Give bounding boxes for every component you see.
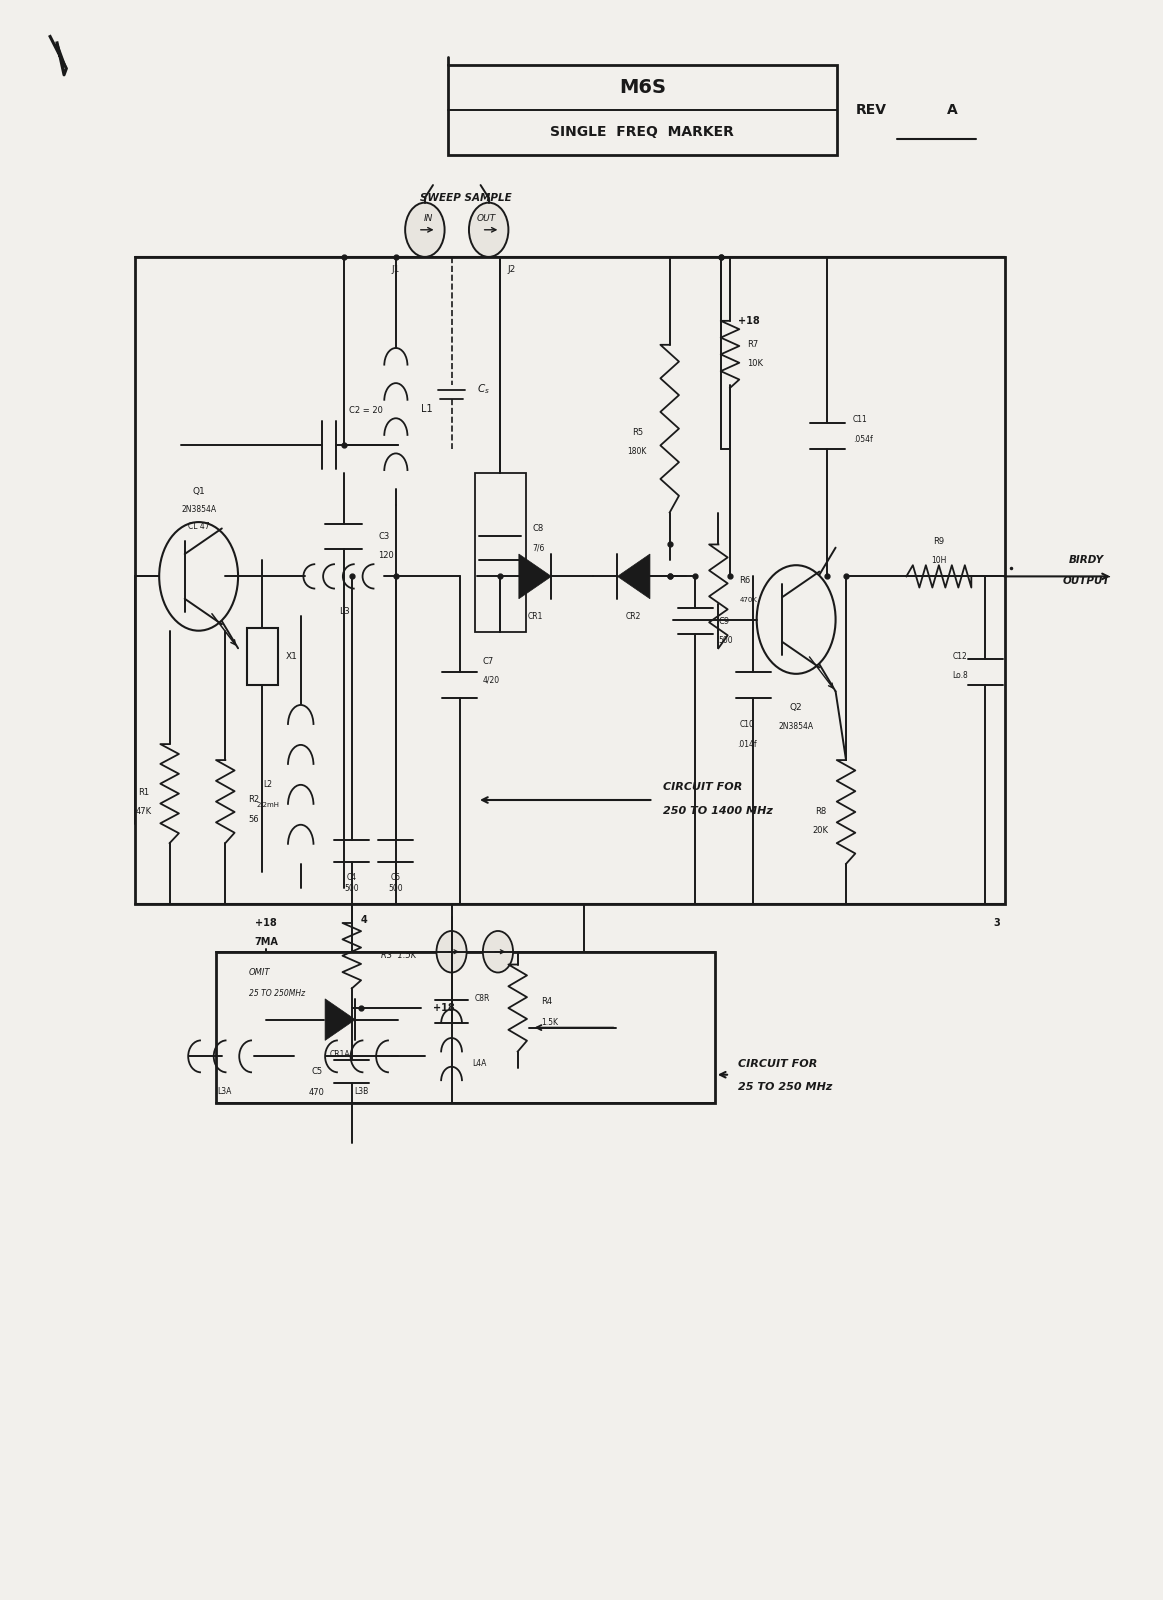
Text: 25 TO 250MHz: 25 TO 250MHz bbox=[249, 989, 305, 998]
Text: C8R: C8R bbox=[475, 994, 490, 1003]
Text: A: A bbox=[948, 102, 958, 117]
Text: L4A: L4A bbox=[472, 1059, 487, 1069]
Text: CR1A: CR1A bbox=[330, 1050, 350, 1059]
Text: +18: +18 bbox=[739, 315, 759, 326]
Text: L1: L1 bbox=[421, 403, 433, 414]
Text: OUTPUT: OUTPUT bbox=[1063, 576, 1110, 586]
Polygon shape bbox=[618, 554, 650, 598]
Text: R4: R4 bbox=[541, 997, 552, 1006]
Text: 500: 500 bbox=[719, 635, 733, 645]
Text: L2: L2 bbox=[264, 779, 273, 789]
Text: C2 = 20: C2 = 20 bbox=[349, 406, 383, 414]
Text: L3B: L3B bbox=[354, 1086, 369, 1096]
Text: REV: REV bbox=[856, 102, 887, 117]
Text: CL 47: CL 47 bbox=[187, 522, 209, 531]
Text: R7: R7 bbox=[748, 341, 758, 349]
Polygon shape bbox=[519, 554, 551, 598]
Text: R2: R2 bbox=[249, 795, 259, 805]
Text: 3: 3 bbox=[993, 918, 1000, 928]
Text: L3: L3 bbox=[340, 606, 350, 616]
Text: 470K: 470K bbox=[740, 597, 757, 603]
Circle shape bbox=[469, 203, 508, 258]
Circle shape bbox=[405, 203, 444, 258]
Bar bbox=[475, 472, 526, 632]
Text: OUT: OUT bbox=[477, 214, 495, 222]
Text: 1.5K: 1.5K bbox=[541, 1018, 558, 1027]
Text: L3A: L3A bbox=[217, 1086, 231, 1096]
Text: 2N3854A: 2N3854A bbox=[181, 506, 216, 514]
Bar bbox=[216, 952, 715, 1104]
Text: .054f: .054f bbox=[852, 435, 872, 443]
Text: 120: 120 bbox=[378, 550, 394, 560]
Text: BIRDY: BIRDY bbox=[1069, 555, 1104, 565]
Text: 10H: 10H bbox=[932, 555, 947, 565]
Text: C7: C7 bbox=[483, 656, 494, 666]
Text: Q2: Q2 bbox=[790, 702, 802, 712]
Text: M6S: M6S bbox=[619, 78, 666, 98]
Text: +18: +18 bbox=[433, 1003, 455, 1013]
Text: +18: +18 bbox=[255, 918, 277, 928]
Text: $C_s$: $C_s$ bbox=[477, 382, 490, 397]
Text: 47K: 47K bbox=[136, 806, 152, 816]
Text: 20K: 20K bbox=[813, 826, 828, 835]
Text: SWEEP SAMPLE: SWEEP SAMPLE bbox=[420, 194, 512, 203]
Text: R9: R9 bbox=[933, 536, 944, 546]
Text: 2N3854A: 2N3854A bbox=[778, 722, 814, 731]
Text: C5: C5 bbox=[312, 1067, 322, 1077]
Text: C3: C3 bbox=[378, 531, 390, 541]
Text: R5: R5 bbox=[632, 429, 643, 437]
Text: C10: C10 bbox=[740, 720, 755, 730]
Text: CIRCUIT FOR: CIRCUIT FOR bbox=[739, 1059, 818, 1069]
Circle shape bbox=[483, 931, 513, 973]
Text: J2: J2 bbox=[508, 266, 516, 274]
Text: CR1: CR1 bbox=[527, 611, 543, 621]
Text: Lo.8: Lo.8 bbox=[951, 670, 968, 680]
Text: .014f: .014f bbox=[737, 739, 757, 749]
Text: 25 TO 250 MHz: 25 TO 250 MHz bbox=[739, 1083, 833, 1093]
Text: 56: 56 bbox=[249, 814, 259, 824]
Text: C12: C12 bbox=[952, 651, 968, 661]
Text: C11: C11 bbox=[852, 416, 868, 424]
Bar bbox=[448, 66, 836, 155]
Text: 180K: 180K bbox=[628, 448, 647, 456]
Text: R1: R1 bbox=[138, 787, 150, 797]
Text: SINGLE  FREQ  MARKER: SINGLE FREQ MARKER bbox=[550, 125, 734, 139]
Polygon shape bbox=[326, 998, 355, 1040]
Text: Q1: Q1 bbox=[192, 488, 205, 496]
Text: R3  1.5K: R3 1.5K bbox=[380, 952, 416, 960]
Text: J1: J1 bbox=[392, 266, 400, 274]
Text: 2.2mH: 2.2mH bbox=[257, 802, 280, 808]
Text: 4: 4 bbox=[361, 915, 368, 925]
Text: CR2: CR2 bbox=[626, 611, 642, 621]
Bar bbox=[135, 258, 1005, 904]
Text: 7/6: 7/6 bbox=[533, 542, 545, 552]
Text: R8: R8 bbox=[815, 806, 826, 816]
Text: 7MA: 7MA bbox=[254, 938, 278, 947]
Text: C9: C9 bbox=[719, 616, 729, 626]
Circle shape bbox=[436, 931, 466, 973]
Bar bbox=[248, 627, 278, 685]
Text: C4
500: C4 500 bbox=[344, 874, 359, 893]
Text: R6: R6 bbox=[740, 576, 750, 586]
Text: 470: 470 bbox=[309, 1088, 324, 1096]
Text: X1: X1 bbox=[286, 651, 298, 661]
Text: 4/20: 4/20 bbox=[483, 675, 500, 685]
Text: C8: C8 bbox=[533, 523, 544, 533]
Text: C5
500: C5 500 bbox=[388, 874, 404, 893]
Text: CIRCUIT FOR: CIRCUIT FOR bbox=[663, 782, 742, 792]
Text: 250 TO 1400 MHz: 250 TO 1400 MHz bbox=[663, 806, 772, 816]
Text: 10K: 10K bbox=[748, 360, 763, 368]
Text: OMIT: OMIT bbox=[249, 968, 270, 978]
Text: IN: IN bbox=[423, 214, 433, 222]
